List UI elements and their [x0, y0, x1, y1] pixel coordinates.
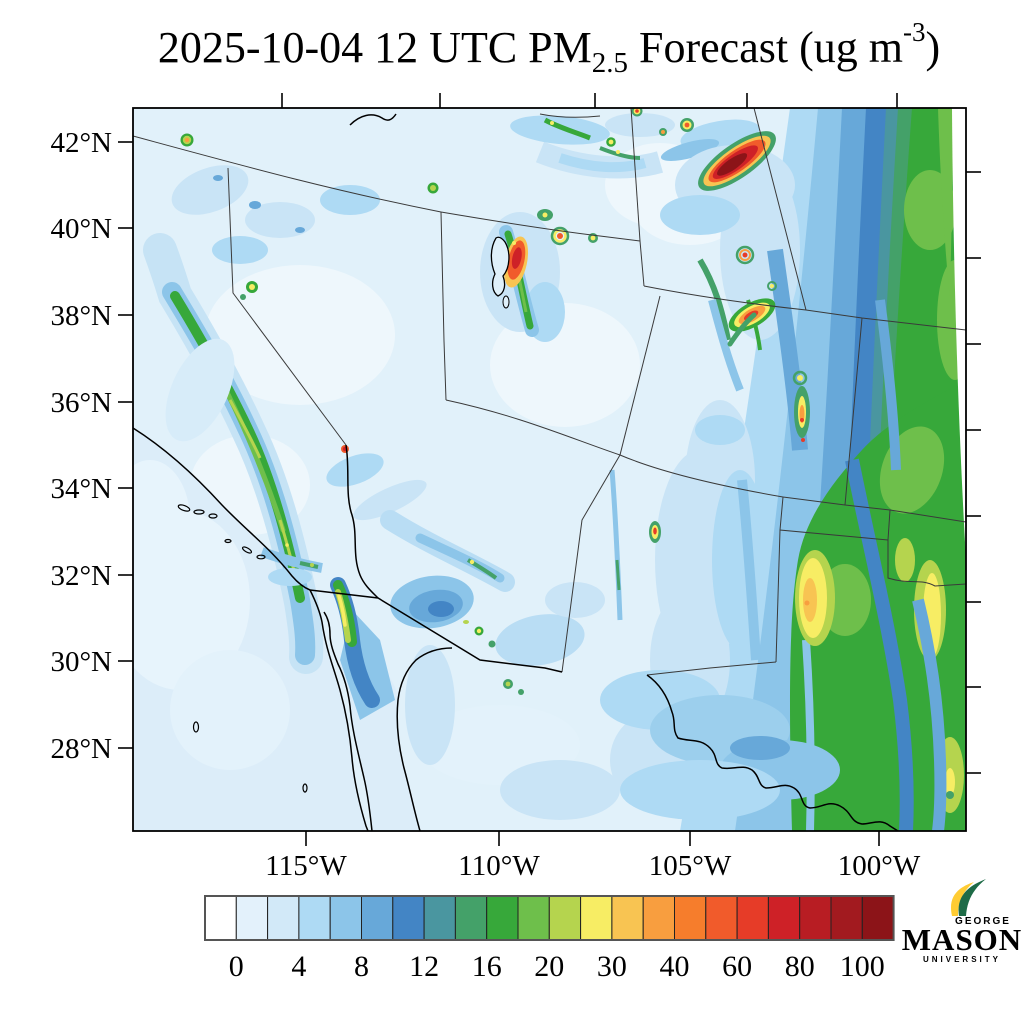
map-frame: [132, 107, 967, 832]
latitude-label: 30°N: [50, 646, 112, 678]
longitude-label: 110°W: [458, 850, 540, 882]
colorbar-tick-label: 12: [409, 950, 439, 983]
colorbar-tick-label: 20: [534, 950, 564, 983]
gmu-logo-university: UNIVERSITY: [923, 955, 1001, 964]
gmu-leaf-icon: [950, 879, 986, 916]
colorbar-cell: [861, 895, 895, 941]
salt-lake-hotspot: [490, 225, 570, 337]
colorbar-cell: [454, 895, 488, 941]
gmu-logo-george: GEORGE: [955, 916, 1011, 927]
colorbar-labels: 0 4 8 12 16 20 30 40 60 80 100: [229, 950, 885, 983]
longitude-label: 115°W: [265, 850, 347, 882]
colorbar-tick-label: 30: [597, 950, 627, 983]
colorbar-tick-label: 60: [722, 950, 752, 983]
rio-grande: [646, 674, 899, 831]
colorbar-cell: [736, 895, 769, 941]
colorbar-cell: [799, 895, 832, 941]
longitude-axis: 115°W 110°W 105°W 100°W: [265, 850, 921, 882]
channel-islands: [177, 504, 308, 793]
colorbar-cell: [642, 895, 676, 941]
bottom-ticks: [305, 831, 880, 846]
axis-ticks: [118, 93, 981, 846]
colorbar-cell: [486, 895, 519, 941]
title-subscript: 2.5: [592, 47, 628, 79]
snake-river: [349, 113, 397, 126]
title-superscript: -3: [903, 17, 926, 47]
gmu-logo: GEORGE MASON UNIVERSITY: [902, 879, 1022, 964]
colorbar-cell: [267, 895, 300, 941]
pm25-contour-art: [133, 108, 966, 831]
colorbar-cell: [548, 895, 582, 941]
latitude-label: 32°N: [50, 560, 112, 592]
great-salt-lake: [490, 236, 510, 297]
longitude-label: 100°W: [838, 850, 921, 882]
colorbar-cell: [517, 895, 550, 941]
figure-title: 2025-10-04 12 UTC PM2.5 Forecast (ug m-3…: [158, 17, 940, 79]
colorbar-cell: [361, 895, 394, 941]
las-vegas-hotspot: [341, 445, 349, 453]
wyoming-hotspot: [698, 131, 776, 191]
latitude-label: 42°N: [50, 127, 112, 159]
latitude-label: 34°N: [50, 473, 112, 505]
denver-hotspot: [727, 298, 776, 347]
colorbar-cell: [674, 895, 707, 941]
right-ticks: [966, 171, 981, 774]
colorbar-cell: [298, 895, 331, 941]
colorbar-tick-label: 40: [660, 950, 690, 983]
latitude-axis: 42°N 40°N 38°N 36°N 34°N 32°N 30°N 28°N: [50, 127, 112, 765]
colorbar-cell: [830, 895, 863, 941]
colorbar-cell: [423, 895, 456, 941]
gmu-logo-mason: MASON: [902, 922, 1022, 957]
small-fire-spots: [180, 108, 954, 799]
left-ticks: [118, 141, 133, 749]
colorbar-tick-label: 100: [840, 950, 885, 983]
colorbar-tick-label: 4: [291, 950, 306, 983]
phoenix-hotspot: [390, 575, 496, 648]
colorbar-tick-label: 80: [785, 950, 815, 983]
colorbar-cell: [611, 895, 644, 941]
top-ticks: [281, 93, 898, 108]
colorbar-cell: [767, 895, 801, 941]
albuquerque-hotspot: [649, 521, 661, 543]
colorbar-cells: [204, 895, 895, 941]
pueblo-hotspot: [794, 386, 810, 442]
colorbar-tick-label: 16: [472, 950, 502, 983]
latitude-label: 40°N: [50, 213, 112, 245]
imperial-valley-hotspot: [330, 577, 395, 720]
texas-panhandle-hotspot: [795, 550, 835, 646]
latitude-label: 36°N: [50, 387, 112, 419]
colorbar-frame: [204, 895, 895, 941]
colorbar: 0 4 8 12 16 20 30 40 60 80 100: [204, 895, 895, 983]
colorbar-cell: [580, 895, 613, 941]
colorbar-cell: [329, 895, 363, 941]
colorbar-cell: [705, 895, 738, 941]
colorbar-tick-label: 0: [229, 950, 244, 983]
colorbar-cell: [392, 895, 425, 941]
longitude-label: 105°W: [649, 850, 732, 882]
colorbar-cell: [204, 895, 237, 941]
colorbar-cell: [235, 895, 269, 941]
latitude-label: 28°N: [50, 733, 112, 765]
state-borders: [133, 108, 966, 676]
latitude-label: 38°N: [50, 300, 112, 332]
coastline: [133, 113, 899, 831]
colorbar-tick-label: 8: [354, 950, 369, 983]
